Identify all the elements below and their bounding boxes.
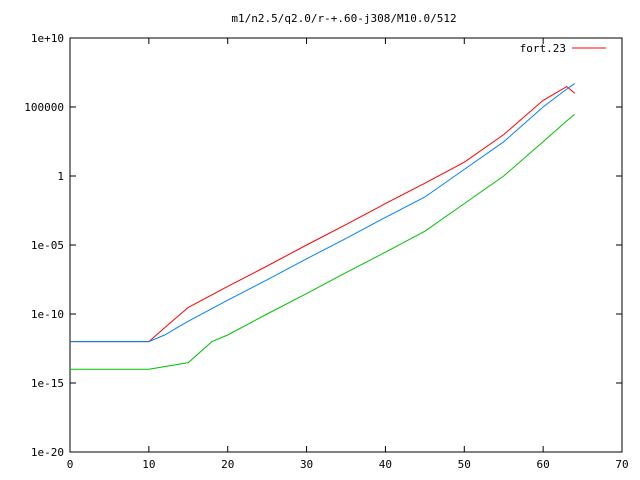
- y-tick-label: 100000: [24, 101, 64, 114]
- x-axis: 0 10 20 30 40 50 60 70: [67, 38, 629, 471]
- chart-title: m1/n2.5/q2.0/r-+.60-j308/M10.0/512: [231, 12, 456, 25]
- x-tick-label: 40: [379, 458, 392, 471]
- y-tick-label: 1e-20: [31, 446, 64, 459]
- y-axis: 1e-20 1e-15 1e-10 1e-05 1 100000 1e+10: [24, 32, 622, 459]
- x-tick-label: 10: [142, 458, 155, 471]
- y-tick-label: 1e+10: [31, 32, 64, 45]
- plot-frame: [69, 37, 623, 453]
- x-tick-label: 0: [67, 458, 74, 471]
- series-line-3: [70, 113, 576, 370]
- x-tick-label: 60: [537, 458, 550, 471]
- x-tick-label: 70: [615, 458, 628, 471]
- y-tick-label: 1: [57, 170, 64, 183]
- x-tick-label: 50: [458, 458, 471, 471]
- series-line-2: [70, 83, 575, 343]
- series-line-1: [70, 85, 576, 343]
- x-tick-label: 30: [300, 458, 313, 471]
- series-layer: [70, 83, 576, 370]
- y-tick-label: 1e-15: [31, 377, 64, 390]
- y-tick-label: 1e-10: [31, 308, 64, 321]
- legend: fort.23: [520, 42, 606, 55]
- x-tick-label: 20: [221, 458, 234, 471]
- y-tick-label: 1e-05: [31, 239, 64, 252]
- legend-label: fort.23: [520, 42, 566, 55]
